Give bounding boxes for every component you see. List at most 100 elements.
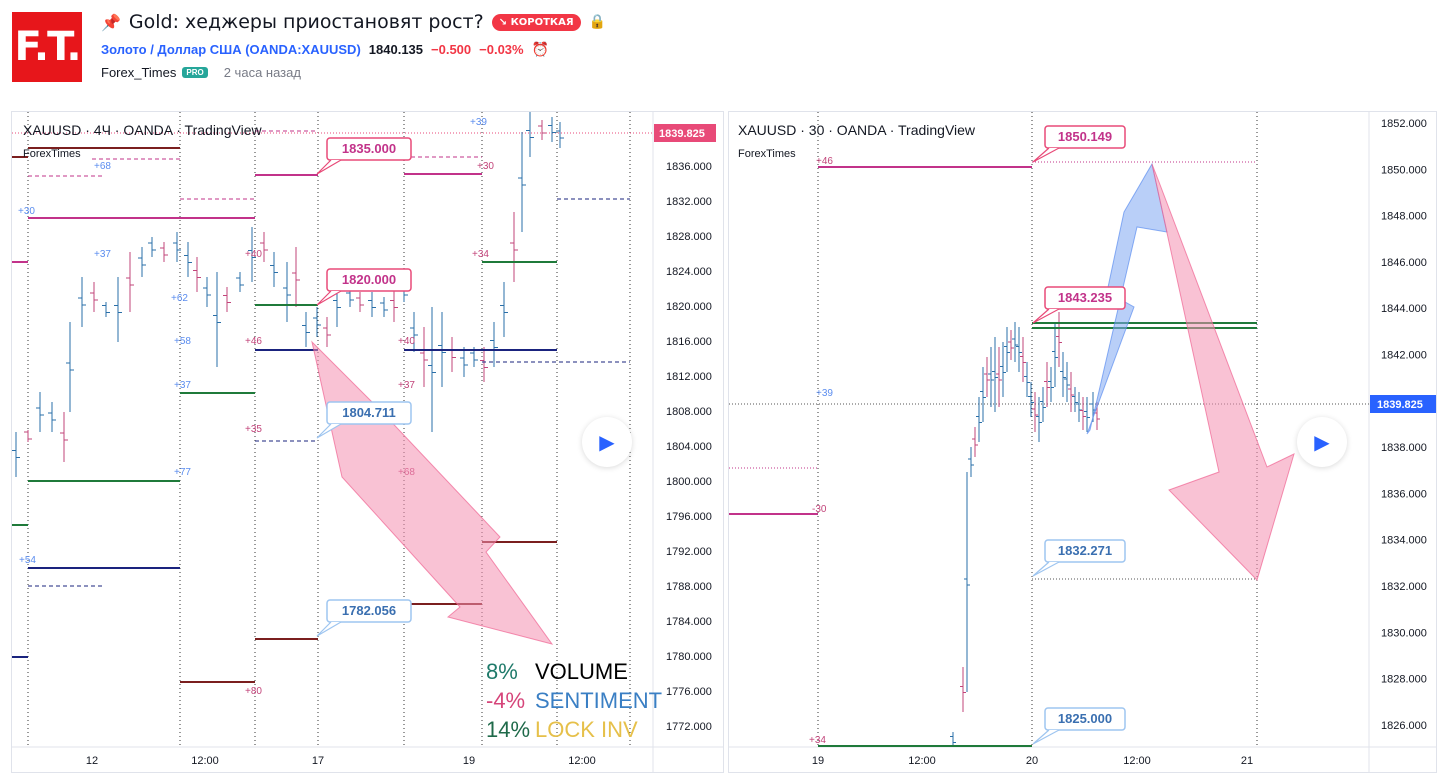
svg-text:1850.149: 1850.149 — [1058, 129, 1112, 144]
price-callout[interactable]: 1850.149 — [1032, 125, 1126, 163]
symbol-row: Золото / Доллар США (OANDA:XAUUSD) 1840.… — [101, 41, 549, 58]
price-tick: 1836.000 — [1381, 488, 1427, 500]
svg-text:1839.825: 1839.825 — [1377, 399, 1423, 411]
level-label: +35 — [245, 424, 262, 435]
pin-icon: 📌 — [101, 12, 121, 32]
price-tick: 1820.000 — [666, 301, 712, 313]
stat-label: VOLUME — [535, 659, 628, 684]
pro-badge: PRO — [182, 67, 208, 78]
price-tick: 1828.000 — [1381, 674, 1427, 686]
play-icon: ▶ — [1314, 431, 1330, 454]
play-button[interactable]: ▶ — [1297, 417, 1347, 467]
price-tick: 1844.000 — [1381, 303, 1427, 315]
time-tick: 21 — [1241, 755, 1253, 767]
price-callout[interactable]: 1832.271 — [1032, 539, 1126, 577]
price-axis[interactable]: 1852.000 1850.000 1848.000 1846.000 1844.000… — [1370, 118, 1437, 732]
price-tick: 1832.000 — [1381, 581, 1427, 593]
level-label: +46 — [816, 156, 833, 167]
play-icon: ▶ — [599, 431, 615, 454]
level-label: +39 — [470, 117, 487, 128]
price-tick: 1830.000 — [1381, 627, 1427, 639]
price-tick: 1776.000 — [666, 686, 712, 698]
time-axis[interactable]: 19 12:00 20 12:00 21 — [812, 755, 1253, 767]
chart-legend: XAUUSD · 4Ч · OANDA · TradingView — [23, 122, 262, 138]
level-label: +46 — [245, 336, 262, 347]
level-label: +39 — [816, 388, 833, 399]
author-name[interactable]: Forex_Times — [101, 65, 177, 80]
chart-4h[interactable]: +68 +30 +37 +62 +58 +37 +77 +54 +40 +46 +35 +80 +30 +… — [11, 111, 724, 773]
svg-text:1843.235: 1843.235 — [1058, 290, 1112, 305]
level-label: +37 — [398, 380, 415, 391]
time-tick: 12:00 — [908, 755, 936, 767]
price-tick: 1842.000 — [1381, 350, 1427, 362]
price-tick: 1834.000 — [1381, 535, 1427, 547]
level-label: +80 — [245, 686, 262, 697]
svg-text:1804.711: 1804.711 — [342, 405, 396, 420]
price-callout[interactable]: 1843.235 — [1032, 286, 1126, 324]
svg-text:1835.000: 1835.000 — [342, 141, 396, 156]
time-tick: 12:00 — [568, 755, 596, 767]
price-change: −0.500 — [431, 42, 472, 57]
level-label: +30 — [18, 206, 35, 217]
price-callout[interactable]: 1820.000 — [316, 268, 412, 306]
price-callout[interactable]: 1825.000 — [1032, 707, 1126, 745]
level-label: +62 — [171, 293, 188, 304]
time-tick: 12:00 — [191, 755, 219, 767]
chart-grid — [12, 112, 723, 772]
play-button[interactable]: ▶ — [582, 417, 632, 467]
level-label: +37 — [94, 249, 111, 260]
time-tick: 17 — [312, 755, 324, 767]
chart-4h-canvas[interactable]: +68 +30 +37 +62 +58 +37 +77 +54 +40 +46 +35 +80 +30 +… — [12, 112, 724, 773]
price-callout[interactable]: 1804.711 — [316, 401, 412, 439]
price-tick: 1792.000 — [666, 546, 712, 558]
time-axis[interactable]: 12 12:00 17 19 12:00 — [86, 755, 596, 767]
svg-text:1839.825: 1839.825 — [659, 128, 705, 140]
level-label: +54 — [19, 555, 36, 566]
current-price-tag: 1839.825 — [1370, 395, 1436, 413]
price-tick: 1816.000 — [666, 336, 712, 348]
price-tick: 1812.000 — [666, 371, 712, 383]
price-callout[interactable]: 1835.000 — [316, 137, 412, 175]
level-label: +40 — [245, 249, 262, 260]
author-logo[interactable]: F.T. — [12, 12, 82, 82]
level-lines: +46 +39 -30 +34 — [729, 156, 1257, 747]
level-label: +37 — [174, 380, 191, 391]
price-axis[interactable]: 1836.000 1832.000 1828.000 1824.000 1820.000… — [654, 124, 716, 733]
symbol-link[interactable]: Золото / Доллар США (OANDA:XAUUSD) — [101, 42, 361, 57]
price-tick: 1780.000 — [666, 651, 712, 663]
time-tick: 20 — [1026, 755, 1038, 767]
chart-30m-canvas[interactable]: +46 +39 -30 +34 1850.149 1843.235 1832.271 182… — [729, 112, 1437, 773]
stat-pct: 8% — [486, 659, 518, 684]
svg-text:1832.271: 1832.271 — [1058, 543, 1112, 558]
price-tick: 1788.000 — [666, 581, 712, 593]
price-change-pct: −0.03% — [479, 42, 524, 57]
short-badge: ↘ КОРОТКАЯ — [491, 13, 581, 31]
chart-30m[interactable]: +46 +39 -30 +34 1850.149 1843.235 1832.271 182… — [728, 111, 1437, 773]
time-ago: 2 часа назад — [223, 65, 301, 80]
price-tick: 1846.000 — [1381, 257, 1427, 269]
price-tick: 1772.000 — [666, 721, 712, 733]
level-label: +77 — [174, 467, 191, 478]
price-tick: 1828.000 — [666, 231, 712, 243]
idea-header: F.T. 📌 Gold: хеджеры приостановят рост? … — [0, 0, 1443, 110]
price-tick: 1852.000 — [1381, 118, 1427, 130]
price-tick: 1796.000 — [666, 511, 712, 523]
price-tick: 1824.000 — [666, 266, 712, 278]
svg-text:1825.000: 1825.000 — [1058, 711, 1112, 726]
level-label: +58 — [174, 336, 191, 347]
price-tick: 1784.000 — [666, 616, 712, 628]
price-tick: 1804.000 — [666, 441, 712, 453]
level-label: +34 — [809, 735, 826, 746]
price-tick: 1836.000 — [666, 161, 712, 173]
author-row: Forex_Times PRO 2 часа назад — [101, 65, 301, 80]
stat-pct: -4% — [486, 688, 525, 713]
level-label: -30 — [812, 504, 827, 515]
time-tick: 12:00 — [1123, 755, 1151, 767]
level-label: +30 — [477, 161, 494, 172]
price-callout[interactable]: 1782.056 — [316, 599, 412, 637]
chart-legend: XAUUSD · 30 · OANDA · TradingView — [738, 122, 976, 138]
level-label: +40 — [398, 336, 415, 347]
alarm-clock-icon[interactable]: ⏰ — [531, 41, 550, 57]
idea-title: Gold: хеджеры приостановят рост? — [128, 11, 484, 33]
